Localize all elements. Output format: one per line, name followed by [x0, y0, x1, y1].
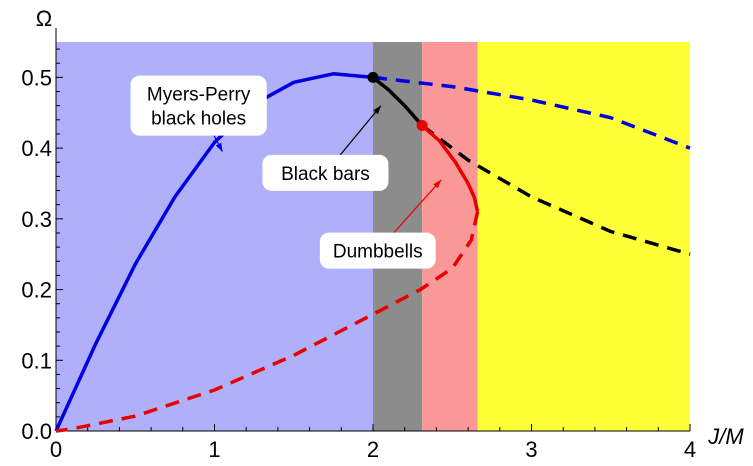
- region-3: [477, 42, 690, 431]
- annotation-text-0-0: Myers-Perry: [147, 85, 251, 106]
- series-line-5: [55, 211, 480, 433]
- y-tick-label: 0.0: [21, 419, 52, 444]
- annotations: Myers-Perry black holes Black bars Dumbbell…: [130, 75, 442, 269]
- annotation-text-0-1: black holes: [151, 109, 246, 130]
- x-axis-label: J/M: [707, 424, 744, 449]
- series-line-2: [371, 76, 424, 127]
- x-tick-label: 0: [50, 437, 62, 462]
- annotation-box-1: [262, 154, 389, 191]
- y-tick-label: 0.4: [21, 136, 52, 161]
- series-line-0: [54, 72, 374, 432]
- y-tick-label: 0.5: [21, 65, 52, 90]
- annotation-text-1-0: Black bars: [281, 164, 370, 185]
- series-line-4: [420, 124, 480, 213]
- series-line-1: [372, 75, 691, 150]
- x-tick-label: 3: [525, 437, 537, 462]
- annotation-arrowhead-1: [373, 105, 381, 115]
- series-lines: [54, 72, 691, 433]
- marker-point-1: [416, 119, 428, 131]
- y-tick-label: 0.2: [21, 278, 52, 303]
- annotation-box-2: [319, 232, 436, 269]
- annotation-arrowhead-0: [215, 142, 223, 152]
- annotation-arrowhead-2: [433, 179, 442, 189]
- y-tick-label: 0.3: [21, 207, 52, 232]
- marker-points: [367, 71, 428, 131]
- axes: 0 1 2 3 4 0.0 0.1 0.2 0.3 0.4 0.5: [21, 28, 696, 462]
- annotation-text-2-0: Dumbbells: [333, 242, 423, 263]
- y-axis-label: Ω: [36, 6, 52, 31]
- marker-point-0: [367, 71, 379, 83]
- y-tick-label: 0.1: [21, 348, 52, 373]
- x-tick-label: 2: [367, 437, 379, 462]
- annotation-box-0: [130, 75, 267, 136]
- x-tick-label: 4: [684, 437, 696, 462]
- x-tick-label: 1: [208, 437, 220, 462]
